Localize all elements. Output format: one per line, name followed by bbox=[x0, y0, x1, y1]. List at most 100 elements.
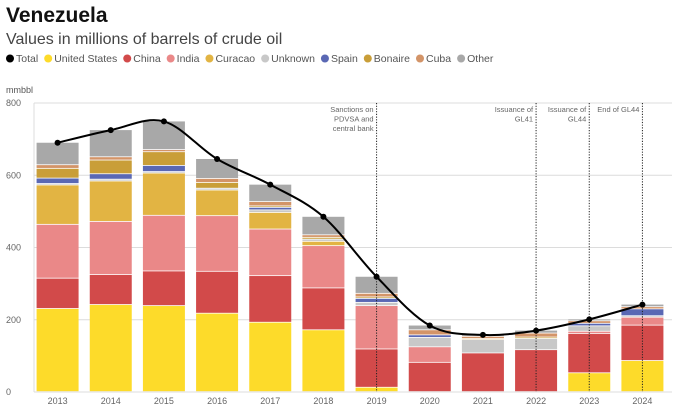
chart-title: Venezuela bbox=[6, 4, 108, 27]
bar-segment-unknown bbox=[36, 183, 79, 185]
bar-segment-india bbox=[408, 347, 451, 362]
legend-label: United States bbox=[54, 53, 117, 65]
x-tick-label: 2021 bbox=[473, 396, 493, 406]
annotation-text: Issuance of bbox=[548, 105, 587, 114]
bar-segment-unknown bbox=[408, 337, 451, 347]
bar-segment-united-states bbox=[89, 304, 132, 392]
total-point bbox=[320, 213, 327, 220]
bar-segment-unknown bbox=[249, 210, 292, 213]
legend-label: China bbox=[133, 53, 161, 65]
legend-swatch-bonaire bbox=[363, 54, 372, 63]
total-point bbox=[639, 301, 646, 308]
bar-segment-cuba bbox=[196, 178, 239, 183]
chart-subtitle: Values in millions of barrels of crude o… bbox=[6, 31, 282, 48]
legend-label: India bbox=[177, 53, 200, 65]
annotation-text: Sanctions on bbox=[330, 105, 373, 114]
total-point bbox=[267, 181, 274, 188]
total-point bbox=[214, 155, 221, 162]
bar-segment-curacao bbox=[302, 241, 345, 246]
bar-segment-curacao bbox=[36, 185, 79, 224]
legend-swatch-spain bbox=[320, 54, 329, 63]
legend-swatch-india bbox=[166, 54, 175, 63]
y-tick-label: 800 bbox=[6, 98, 21, 108]
bar-segment-china bbox=[89, 274, 132, 305]
bar-segment-bonaire bbox=[36, 168, 79, 178]
bar-segment-china bbox=[36, 278, 79, 309]
bar-segment-unknown bbox=[461, 339, 504, 353]
annotation-text: PDVSA and bbox=[334, 115, 374, 124]
bar-segment-other bbox=[302, 216, 345, 235]
total-point bbox=[160, 118, 167, 125]
annotation-text: GL44 bbox=[568, 115, 586, 124]
annotation-text: Issuance of bbox=[495, 105, 534, 114]
annotation-text: central bank bbox=[333, 124, 374, 133]
bar-segment-united-states bbox=[142, 306, 185, 392]
bar-segment-united-states bbox=[302, 330, 345, 392]
legend-swatch-unknown bbox=[261, 54, 270, 63]
total-point bbox=[533, 327, 540, 334]
bar-segment-unknown bbox=[302, 239, 345, 241]
y-axis-unit: mmbbl bbox=[6, 85, 33, 95]
total-point bbox=[373, 273, 380, 280]
bar-segment-india bbox=[621, 317, 664, 325]
bar-segment-united-states bbox=[36, 308, 79, 392]
bar-segment-spain bbox=[89, 174, 132, 179]
y-tick-label: 0 bbox=[6, 387, 11, 397]
bar-segment-india bbox=[568, 331, 611, 334]
legend-swatch-curacao bbox=[205, 54, 214, 63]
legend-label: Cuba bbox=[426, 53, 451, 65]
x-tick-label: 2022 bbox=[526, 396, 546, 406]
bar-segment-other bbox=[36, 142, 79, 165]
bar-segment-spain bbox=[142, 165, 185, 172]
bar-segment-china bbox=[142, 271, 185, 306]
bar-segment-unknown bbox=[142, 171, 185, 173]
bar-segment-other bbox=[249, 184, 292, 202]
legend-label: Spain bbox=[331, 53, 358, 65]
bar-segment-india bbox=[249, 229, 292, 276]
bar-segment-unknown bbox=[89, 179, 132, 181]
y-tick-label: 600 bbox=[6, 170, 21, 180]
bar-segment-bonaire bbox=[249, 206, 292, 207]
total-line bbox=[54, 118, 646, 338]
bar-segment-bonaire bbox=[89, 160, 132, 174]
gridlines: 0 200 400 600 800 bbox=[6, 98, 672, 397]
x-tick-label: 2016 bbox=[207, 396, 227, 406]
bar-segment-cuba bbox=[515, 333, 558, 337]
bar-segment-cuba bbox=[408, 330, 451, 335]
bar-segment-cuba bbox=[142, 149, 185, 152]
legend-swatch-cuba bbox=[416, 54, 424, 63]
bar-segment-unknown bbox=[196, 188, 239, 190]
total-point bbox=[107, 127, 114, 134]
legend-swatch-united-states bbox=[44, 54, 53, 63]
legend-swatch-other bbox=[457, 54, 466, 63]
x-tick-label: 2024 bbox=[632, 396, 652, 406]
x-tick-label: 2015 bbox=[154, 396, 174, 406]
legend-label: Bonaire bbox=[374, 53, 410, 65]
legend-label: Other bbox=[467, 53, 494, 65]
bar-segment-other bbox=[89, 130, 132, 157]
x-tick-label: 2018 bbox=[313, 396, 333, 406]
bar-segment-unknown bbox=[568, 326, 611, 331]
x-tick-label: 2014 bbox=[101, 396, 121, 406]
bar-segment-bonaire bbox=[196, 182, 239, 188]
bar-segment-cuba bbox=[302, 235, 345, 237]
total-point bbox=[54, 139, 61, 146]
total-point bbox=[586, 316, 593, 323]
y-tick-label: 400 bbox=[6, 243, 21, 253]
bar-segment-united-states bbox=[196, 313, 239, 392]
bar-segment-curacao bbox=[89, 181, 132, 222]
bar-segment-cuba bbox=[621, 307, 664, 309]
bar-segment-bonaire bbox=[302, 237, 345, 239]
bar-segment-curacao bbox=[142, 173, 185, 215]
bar-segment-other bbox=[142, 121, 185, 150]
annotation-text: GL41 bbox=[515, 115, 533, 124]
bar-segment-united-states bbox=[249, 322, 292, 392]
legend-swatch-china bbox=[123, 54, 132, 63]
bar-segment-curacao bbox=[196, 190, 239, 216]
bar-segment-cuba bbox=[89, 157, 132, 160]
bar-segment-spain bbox=[621, 309, 664, 316]
bar-segment-cuba bbox=[249, 201, 292, 206]
bar-segment-bonaire bbox=[515, 337, 558, 339]
bar-segment-india bbox=[142, 215, 185, 271]
